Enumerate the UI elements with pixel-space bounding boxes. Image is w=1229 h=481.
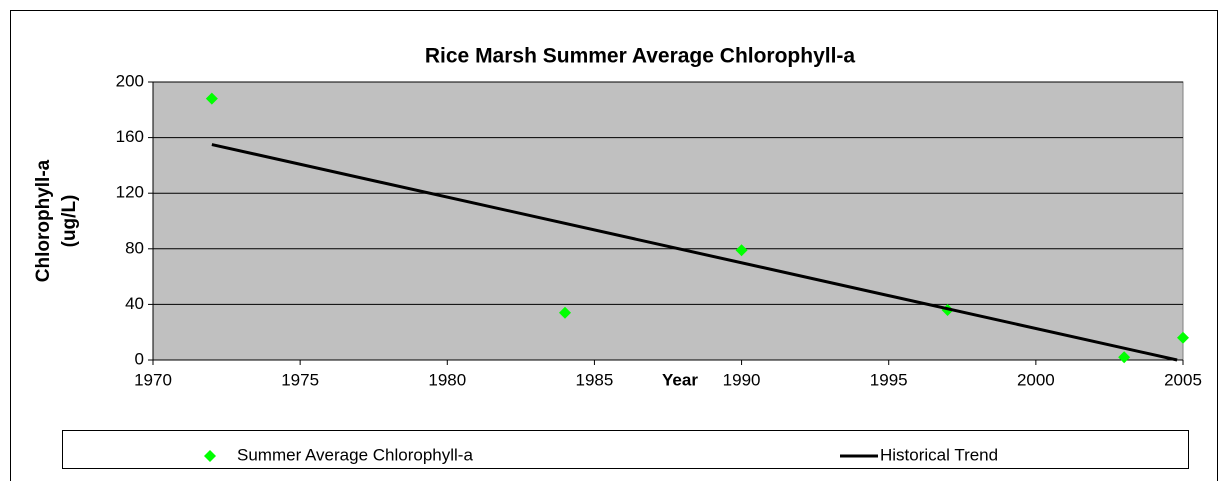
legend-label: Summer Average Chlorophyll-a <box>237 445 473 464</box>
y-tick-label: 0 <box>135 349 144 368</box>
plot-area <box>152 81 1184 361</box>
y-axis-label: Chlorophyll-a <box>33 159 54 282</box>
legend-box <box>62 430 1189 469</box>
legend-swatch <box>204 450 216 462</box>
y-tick-label: 120 <box>116 183 144 202</box>
x-tick-label: 2005 <box>1164 370 1202 389</box>
data-point <box>205 92 218 105</box>
chart-title: Rice Marsh Summer Average Chlorophyll-a <box>425 45 856 68</box>
y-tick-label: 40 <box>125 294 144 313</box>
x-tick-label: 1990 <box>723 370 761 389</box>
x-tick-label: 1985 <box>576 370 614 389</box>
y-tick-label: 160 <box>116 127 144 146</box>
data-point <box>1177 331 1189 344</box>
data-point <box>559 306 571 319</box>
data-point <box>735 244 748 257</box>
x-tick-label: 2000 <box>1017 370 1055 389</box>
trend-line <box>211 143 1178 362</box>
x-tick-label: 1980 <box>428 370 466 389</box>
x-tick-label: 1995 <box>870 370 908 389</box>
y-axis-label: (ug/L) <box>59 195 80 248</box>
y-tick-label: 80 <box>125 238 144 257</box>
x-tick-label: 1975 <box>281 370 319 389</box>
y-tick-label: 200 <box>116 71 144 90</box>
legend-label: Historical Trend <box>880 445 998 464</box>
data-point <box>1118 351 1131 364</box>
x-axis-label: Year <box>662 370 698 389</box>
x-tick-label: 1970 <box>134 370 172 389</box>
